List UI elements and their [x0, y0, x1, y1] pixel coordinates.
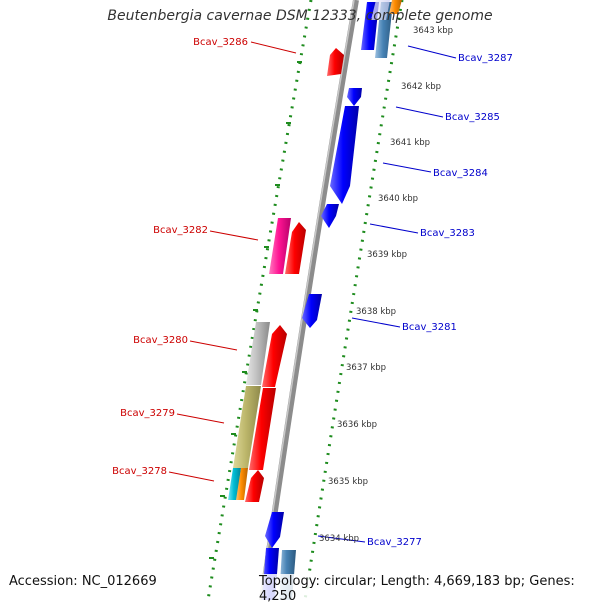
gene-label-bcav-3283[interactable]: Bcav_3283 [420, 228, 475, 239]
kbp-label: 3635 kbp [328, 477, 368, 487]
gene-label-bcav-3285[interactable]: Bcav_3285 [445, 112, 500, 123]
gene-label-bcav-3278[interactable]: Bcav_3278 [112, 466, 167, 477]
blue-gene [330, 106, 359, 204]
red-gene [262, 325, 287, 387]
gene-label-bcav-3286[interactable]: Bcav_3286 [193, 37, 248, 48]
page-title: Beutenbergia cavernae DSM 12333, complet… [107, 8, 493, 24]
khaki-gene [233, 386, 261, 468]
gene-labels-right: Bcav_3287 Bcav_3285 Bcav_3284 Bcav_3283 … [367, 53, 513, 548]
kbp-label: 3639 kbp [367, 250, 407, 260]
kbp-label: 3637 kbp [346, 363, 386, 373]
red-gene [285, 222, 306, 274]
kbp-labels: 3643 kbp 3642 kbp 3641 kbp 3640 kbp 3639… [319, 26, 453, 544]
kbp-label: 3634 kbp [319, 534, 359, 544]
pink-gene [269, 218, 291, 274]
gene-label-bcav-3287[interactable]: Bcav_3287 [458, 53, 513, 64]
major-ticks-left [209, 61, 302, 559]
kbp-label: 3640 kbp [378, 194, 418, 204]
red-gene [249, 388, 276, 470]
orange-gene [389, 0, 402, 14]
gene-label-bcav-3279[interactable]: Bcav_3279 [120, 408, 175, 419]
left-leader-lines [168, 41, 297, 482]
kbp-label: 3643 kbp [413, 26, 453, 36]
gray-gene [246, 322, 270, 385]
kbp-label: 3636 kbp [337, 420, 377, 430]
gene-label-bcav-3284[interactable]: Bcav_3284 [433, 168, 488, 179]
gene-label-bcav-3277[interactable]: Bcav_3277 [367, 537, 422, 548]
gene-label-bcav-3281[interactable]: Bcav_3281 [402, 322, 457, 333]
topology-text: Topology: circular; Length: 4,669,183 bp… [259, 574, 600, 604]
tick-track-right [303, 0, 404, 600]
gene-labels-left: Bcav_3286 Bcav_3282 Bcav_3280 Bcav_3279 … [112, 37, 248, 477]
kbp-label: 3642 kbp [401, 82, 441, 92]
blue-gene [347, 88, 362, 106]
red-gene [327, 48, 344, 76]
gene-label-bcav-3282[interactable]: Bcav_3282 [153, 225, 208, 236]
blue-gene [302, 294, 322, 328]
lavender-gene [371, 0, 390, 20]
orange-gene [236, 468, 248, 500]
tick-track-left [206, 0, 313, 600]
blue-gene [321, 204, 339, 228]
red-gene [245, 470, 264, 502]
gene-label-bcav-3280[interactable]: Bcav_3280 [133, 335, 188, 346]
kbp-label: 3638 kbp [356, 307, 396, 317]
right-leader-lines [317, 45, 457, 543]
blue-gene [265, 512, 284, 548]
kbp-label: 3641 kbp [390, 138, 430, 148]
accession-text: Accession: NC_012669 [9, 574, 157, 589]
